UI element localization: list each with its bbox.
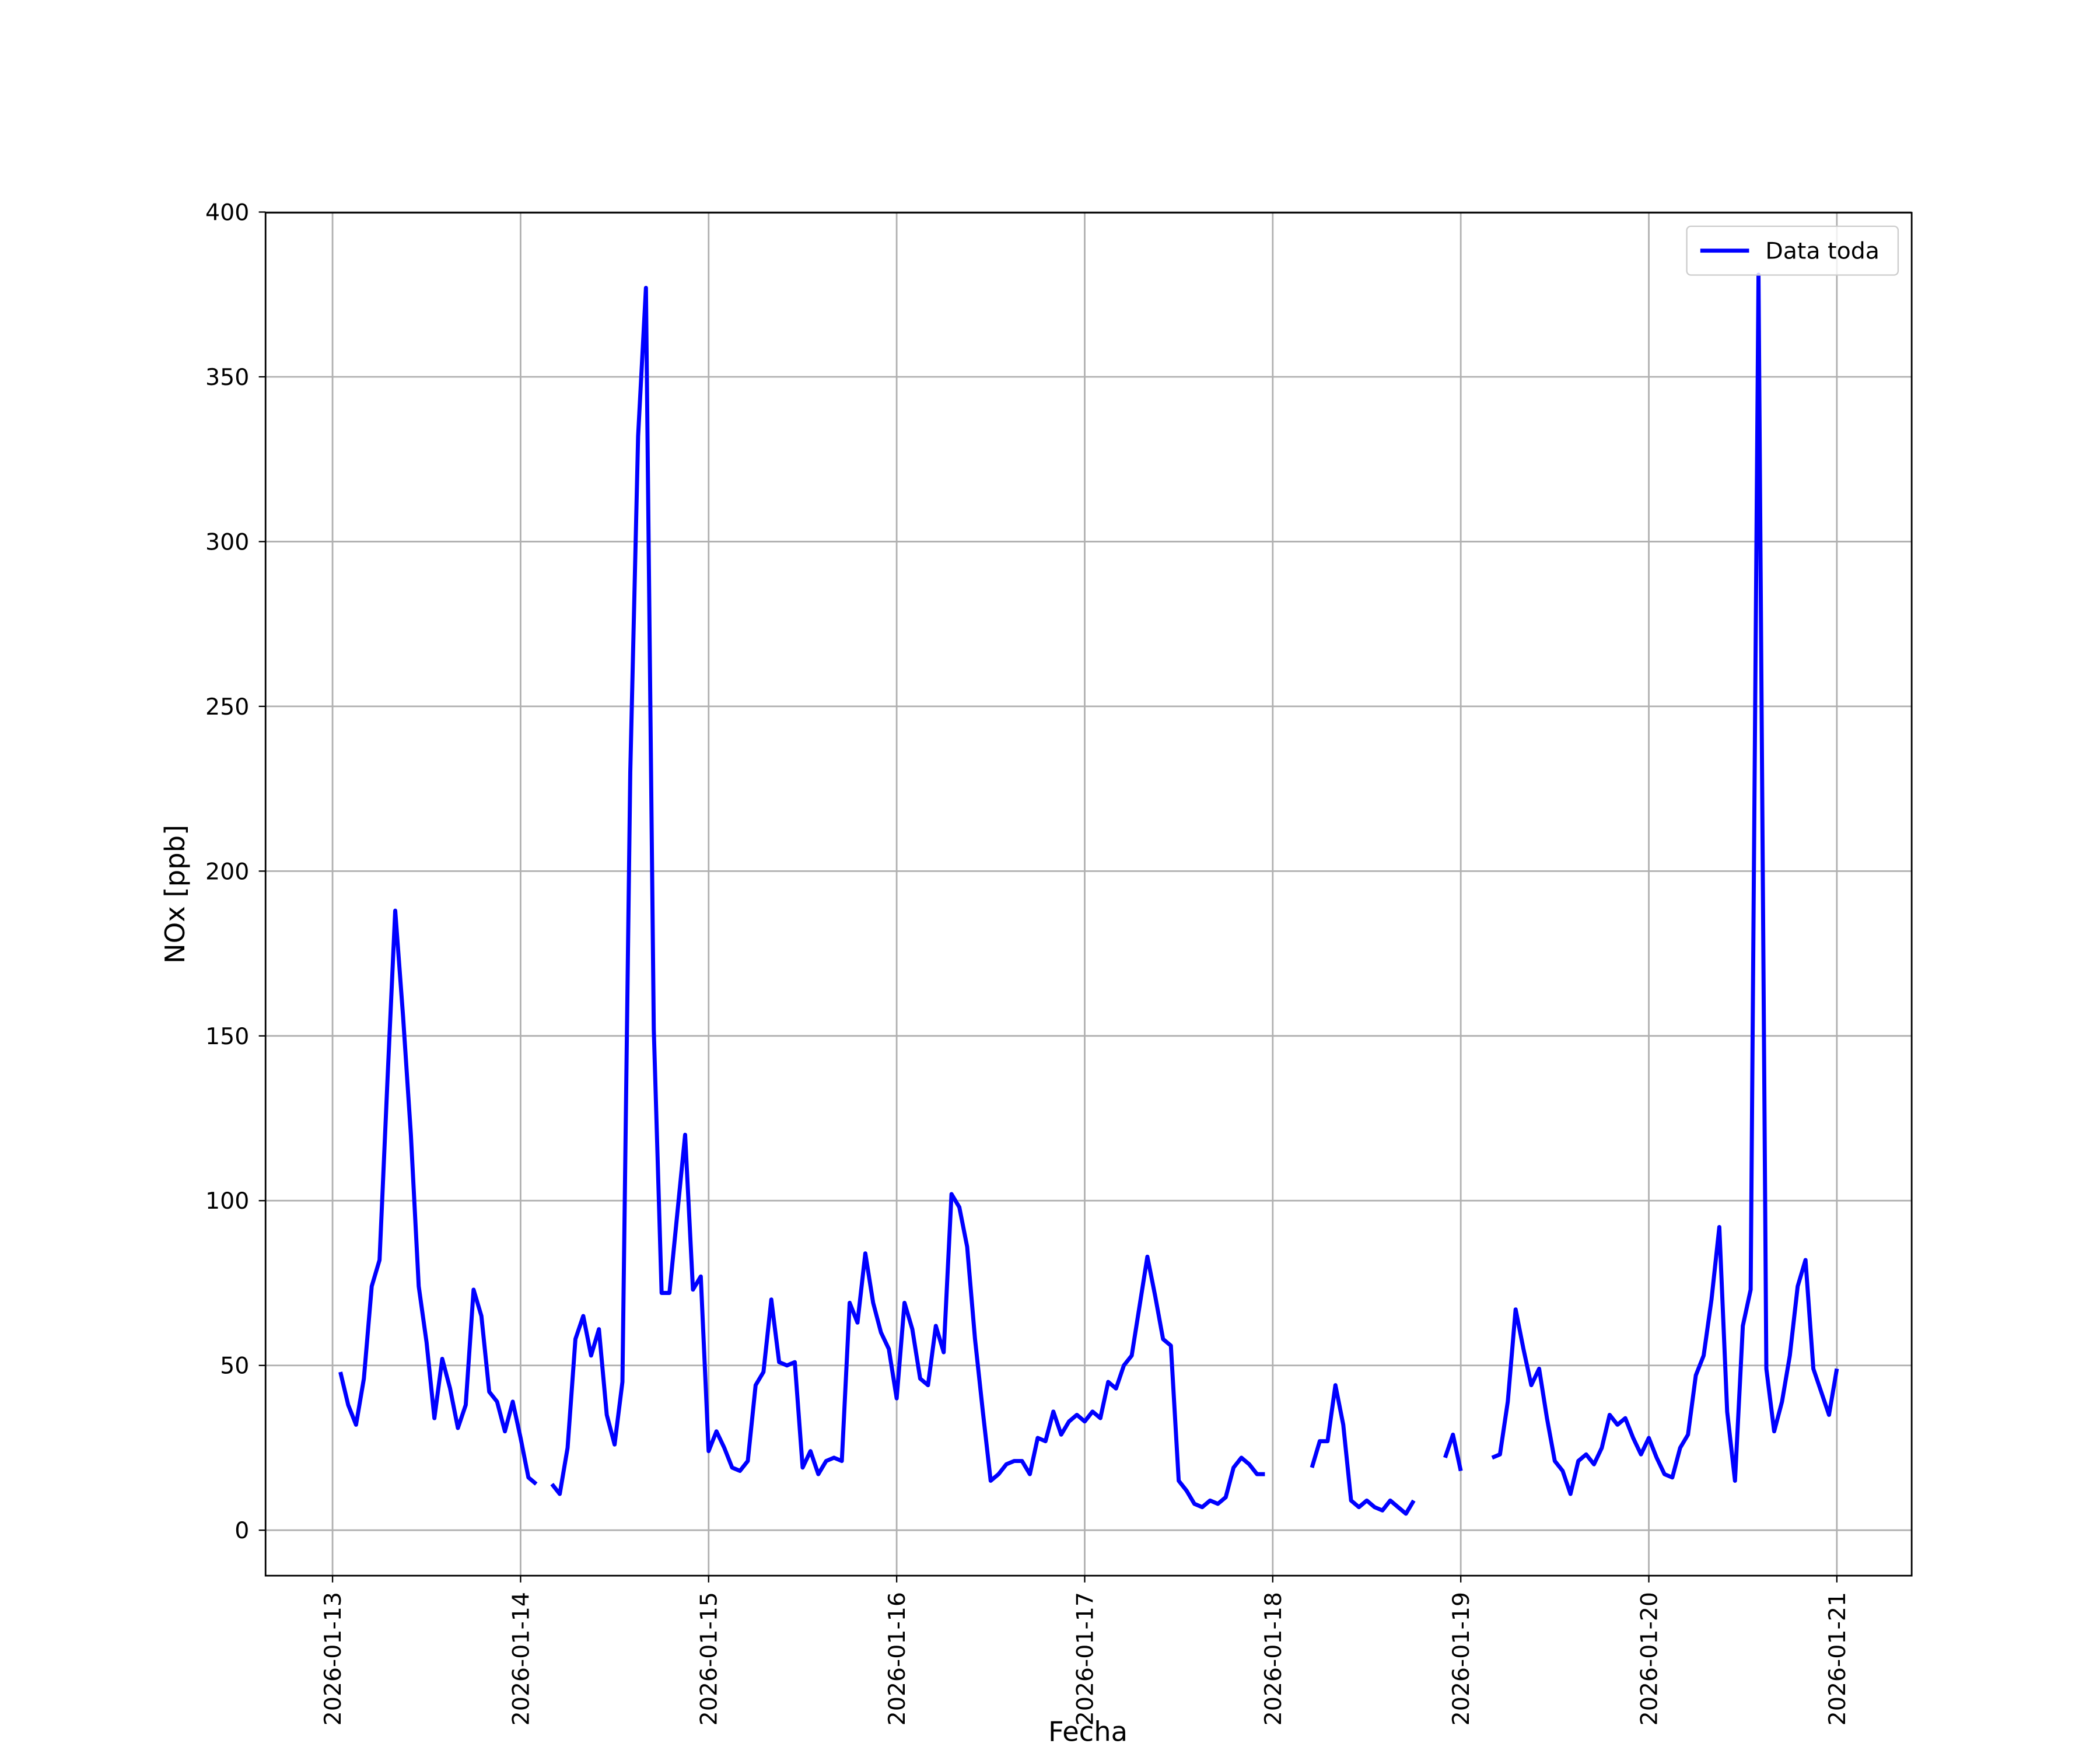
y-tick-label: 350 [205,364,249,391]
y-tick-label: 200 [205,858,249,885]
x-tick-label: 2026-01-15 [696,1592,723,1726]
x-tick-label: 2026-01-18 [1260,1592,1287,1726]
y-tick-label: 250 [205,694,249,720]
x-tick-label: 2026-01-14 [508,1592,534,1726]
data-line [338,908,538,1486]
legend-label: Data toda [1765,238,1880,265]
x-tick-label: 2026-01-17 [1072,1592,1098,1726]
data-line [550,285,1265,1510]
x-tick-label: 2026-01-20 [1636,1592,1662,1726]
legend: Data toda [1686,225,1899,276]
x-tick-label: 2026-01-16 [884,1592,911,1726]
data-line [1443,1432,1463,1472]
data-line [1310,1383,1416,1516]
y-tick-label: 150 [205,1023,249,1050]
legend-box [1686,225,1899,276]
y-tick-label: 50 [220,1353,249,1380]
plot-frame [264,212,1913,1577]
x-axis-label: Fecha [1048,1716,1128,1748]
x-tick-label: 2026-01-13 [320,1592,346,1726]
y-tick-label: 300 [205,528,249,555]
y-tick-label: 100 [205,1188,249,1214]
y-tick-label: 400 [205,199,249,226]
x-tick-label: 2026-01-19 [1448,1592,1475,1726]
y-tick-label: 0 [235,1517,249,1544]
x-tick-label: 2026-01-21 [1824,1592,1851,1726]
data-line [1491,272,1839,1496]
y-axis-label: NOx [ppb] [159,825,191,964]
